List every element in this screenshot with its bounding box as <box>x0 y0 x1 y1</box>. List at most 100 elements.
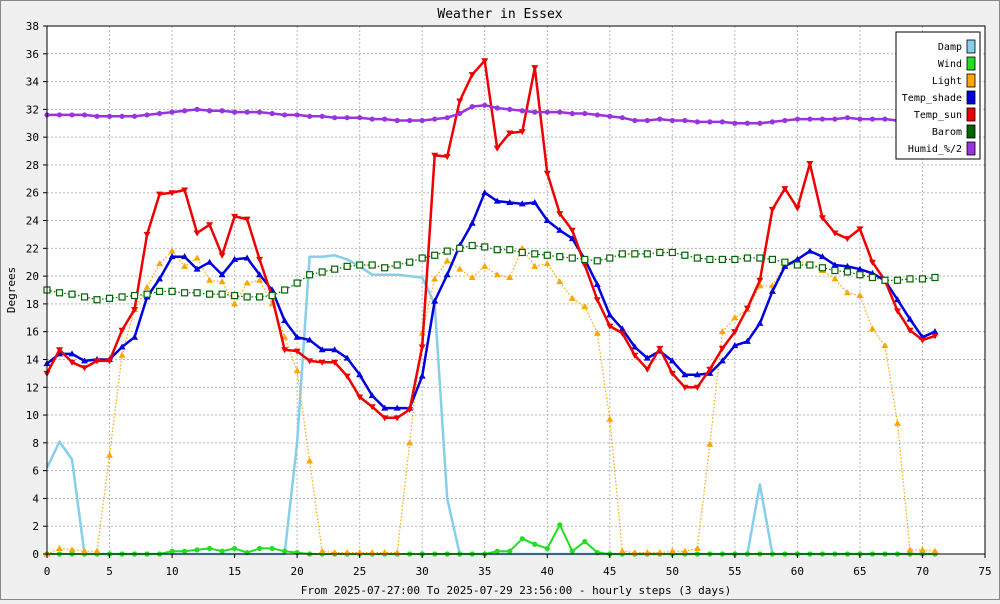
temp-sun-point <box>168 190 176 197</box>
temp-sun-point <box>181 187 189 194</box>
temp-shade-point <box>631 343 639 350</box>
humid-2-point <box>857 116 863 122</box>
temp-sun-point <box>718 345 726 352</box>
barom-point <box>893 276 902 284</box>
temp-shade-point <box>931 328 939 335</box>
y-tick-label: 28 <box>26 159 39 172</box>
temp-sun-point <box>606 323 614 330</box>
temp-sun-point <box>293 348 301 355</box>
light-point <box>406 439 414 446</box>
temp-sun-point <box>556 211 564 218</box>
temp-sun-point <box>306 358 314 365</box>
x-tick-label: 70 <box>916 565 929 578</box>
grid-lines <box>47 26 985 554</box>
temp-shade-point <box>256 271 264 278</box>
light-point <box>456 265 464 272</box>
barom-point <box>268 291 276 300</box>
y-tick-label: 18 <box>26 298 39 311</box>
humid-2-point <box>657 116 663 122</box>
y-tick-label: 38 <box>26 20 39 33</box>
temp-sun-point <box>443 154 451 161</box>
humid-2-point <box>81 112 88 118</box>
temp-sun-point <box>681 384 689 391</box>
humid-2-point <box>344 115 350 121</box>
light-point <box>56 544 64 551</box>
barom-point <box>906 275 914 283</box>
barom-point <box>193 289 201 297</box>
barom-point <box>256 293 264 301</box>
barom-point <box>668 248 676 257</box>
humid-2-point <box>244 109 250 115</box>
temp-sun-point <box>793 205 801 212</box>
humid-2-point <box>394 117 400 124</box>
temp-shade-point <box>318 346 326 353</box>
humid-2-point <box>382 116 388 122</box>
y-tick-label: 20 <box>26 270 39 283</box>
barom-point <box>105 294 114 302</box>
temp-sun-point <box>218 252 226 259</box>
y-tick-label: 4 <box>32 492 39 505</box>
legend-label-humid-2: Humid_%/2 <box>908 144 962 155</box>
temp-shade-point <box>131 333 139 340</box>
light-point <box>543 260 551 267</box>
temp-shade-point <box>156 275 164 282</box>
wind-point <box>269 545 275 552</box>
barom-point <box>843 268 852 276</box>
humid-2-point <box>332 115 338 121</box>
temp-sun-point <box>56 347 64 354</box>
y-tick-label: 14 <box>26 353 40 366</box>
wind-point <box>232 545 238 552</box>
x-tick-label: 10 <box>165 565 178 578</box>
x-axis-label: From 2025-07-27:00 To 2025-07-29 23:56:0… <box>301 584 731 597</box>
humid-2-point <box>294 112 300 118</box>
temp-shade-point <box>81 357 89 364</box>
barom-point <box>693 254 701 262</box>
light-point <box>668 547 676 554</box>
temp-shade-point <box>543 217 551 224</box>
humid-2-point <box>757 120 763 126</box>
humid-2-point <box>357 115 363 121</box>
temp-shade-point <box>781 262 789 269</box>
light-point <box>106 451 114 458</box>
light-point <box>93 547 101 554</box>
temp-sun-point <box>331 359 339 366</box>
temp-sun-point <box>731 329 739 336</box>
temp-shade-point <box>506 198 514 205</box>
light-point <box>618 547 626 554</box>
temp-sun-point <box>806 161 814 168</box>
temp-shade-point <box>381 404 389 411</box>
temp-shade-point <box>668 357 676 364</box>
barom-point <box>456 244 464 252</box>
humid-2-point <box>206 108 213 114</box>
humid-2-point <box>544 109 550 115</box>
temp-sun-point <box>581 262 589 269</box>
barom-point <box>593 257 601 265</box>
barom-point <box>368 261 376 269</box>
temp-sun-point <box>768 206 776 213</box>
y-tick-label: 12 <box>26 381 39 394</box>
temp-sun-point <box>656 345 664 352</box>
temp-shade-point <box>356 371 364 378</box>
barom-point <box>343 262 351 270</box>
temp-sun-point <box>893 308 901 315</box>
humid-2-point <box>407 117 413 124</box>
legend-label-barom: Barom <box>932 127 962 138</box>
temp-shade-point <box>793 255 801 262</box>
y-tick-label: 6 <box>32 465 39 478</box>
humid-2-point <box>882 116 888 122</box>
humid-2-point <box>569 110 575 117</box>
barom-point <box>881 276 889 284</box>
humid-2-point <box>282 112 288 118</box>
temp-sun-point <box>618 330 626 337</box>
barom-point <box>393 261 401 269</box>
temp-shade-point <box>818 253 826 260</box>
temp-sun-point <box>368 404 376 411</box>
barom-point <box>643 250 651 258</box>
temp-shade-point <box>181 253 189 260</box>
barom-point <box>518 248 526 257</box>
legend-swatch-barom <box>966 124 976 139</box>
humid-2-point <box>532 109 538 115</box>
x-tick-label: 5 <box>106 565 113 578</box>
light-point <box>243 279 251 286</box>
wind-point <box>219 548 225 554</box>
